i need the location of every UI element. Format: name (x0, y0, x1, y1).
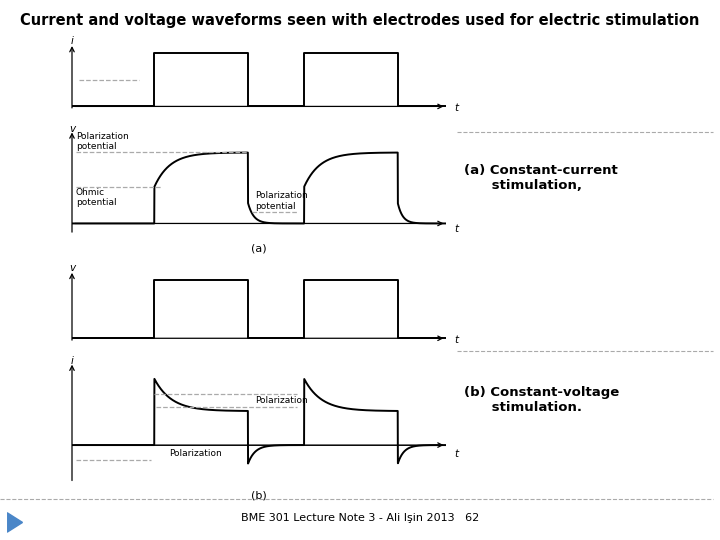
Text: Polarization
potential: Polarization potential (76, 132, 128, 151)
Text: t: t (454, 449, 458, 458)
Text: v: v (69, 264, 75, 273)
Text: (a) Constant-current
      stimulation,: (a) Constant-current stimulation, (464, 164, 618, 192)
Text: (a): (a) (251, 243, 267, 253)
Text: v: v (69, 124, 75, 134)
Text: i: i (71, 356, 73, 366)
Text: Polarization: Polarization (169, 449, 222, 458)
Text: t: t (454, 224, 458, 234)
Text: (b): (b) (251, 490, 267, 501)
Text: t: t (454, 103, 458, 113)
Text: (b) Constant-voltage
      stimulation.: (b) Constant-voltage stimulation. (464, 386, 620, 414)
Text: t: t (454, 335, 458, 345)
Text: i: i (71, 36, 73, 46)
Text: Current and voltage waveforms seen with electrodes used for electric stimulation: Current and voltage waveforms seen with … (20, 14, 700, 29)
Text: BME 301 Lecture Note 3 - Ali Işin 2013   62: BME 301 Lecture Note 3 - Ali Işin 2013 6… (241, 514, 479, 523)
Text: Polarization: Polarization (256, 396, 308, 405)
Text: Ohmic
potential: Ohmic potential (76, 188, 117, 207)
Polygon shape (7, 513, 22, 532)
Text: Polarization
potential: Polarization potential (256, 192, 308, 211)
